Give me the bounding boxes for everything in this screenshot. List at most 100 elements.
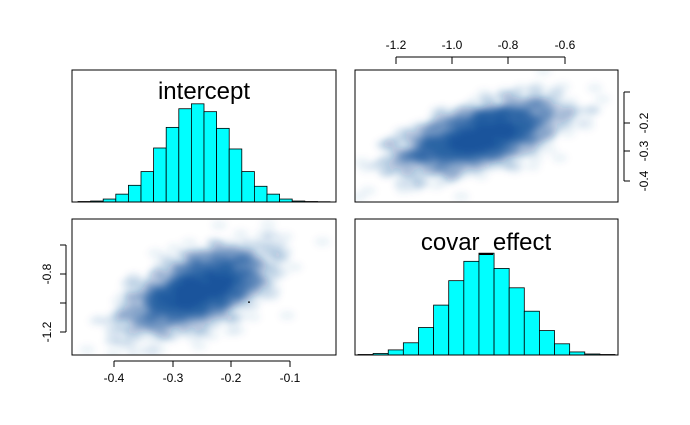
density-point <box>414 206 430 216</box>
density-point <box>134 312 151 323</box>
histogram-bar <box>478 252 495 356</box>
density-point <box>148 336 165 347</box>
density-point <box>486 134 503 144</box>
density-point <box>535 70 552 76</box>
axis-top-tick-label: -1.2 <box>386 38 407 52</box>
density-point <box>139 344 156 355</box>
histogram-bar <box>554 343 571 356</box>
density-point <box>521 121 538 132</box>
axis-right: -0.2 -0.3 -0.4 <box>623 91 651 191</box>
histogram-bar <box>115 193 129 203</box>
density-point <box>516 103 533 114</box>
density-point <box>279 310 296 321</box>
density-point <box>538 135 555 146</box>
histogram-bar <box>402 342 419 356</box>
density-point <box>314 236 331 247</box>
density-point <box>222 326 239 337</box>
density-point <box>453 166 470 177</box>
density-point <box>460 134 477 145</box>
density-point <box>127 346 144 355</box>
panel-frame-top-left <box>71 69 337 203</box>
density-scatter-top-right <box>319 70 611 216</box>
density-point <box>453 191 470 202</box>
density-point <box>232 228 249 239</box>
histogram-bar <box>418 327 434 356</box>
density-point <box>498 158 515 169</box>
histogram-bar <box>253 185 268 203</box>
density-point <box>213 295 230 306</box>
density-point <box>394 145 411 156</box>
density-point <box>229 249 246 260</box>
histogram-bar <box>203 111 218 203</box>
density-point <box>264 230 281 241</box>
density-point <box>245 258 262 269</box>
histogram-bar <box>127 184 142 203</box>
density-point <box>502 138 519 149</box>
axis-right-tick-label: -0.2 <box>637 112 651 133</box>
histogram-bar <box>433 304 450 356</box>
panel-frame-top-right <box>354 69 619 203</box>
axis-top-tick-label: -0.6 <box>555 38 576 52</box>
histogram-bar <box>463 260 480 356</box>
density-cloud <box>319 70 611 216</box>
panel-frame-bottom-left <box>71 218 337 356</box>
density-point <box>121 325 137 335</box>
axis-right-tick-label: -0.4 <box>637 170 651 191</box>
histogram-bar <box>266 193 281 203</box>
axis-right-tick-label: -0.3 <box>637 140 651 161</box>
density-point <box>428 180 445 191</box>
density-point <box>244 312 261 322</box>
density-point <box>232 258 249 269</box>
density-point <box>360 185 377 196</box>
density-point <box>105 348 122 355</box>
histogram-bar <box>140 171 155 203</box>
density-point <box>125 355 141 365</box>
density-point <box>191 340 208 351</box>
density-point <box>461 126 478 137</box>
histogram-bar <box>153 147 167 203</box>
density-point <box>126 272 143 283</box>
density-point <box>403 131 420 142</box>
panel-frame-bottom-right <box>354 218 619 356</box>
density-point <box>569 106 586 117</box>
density-point <box>211 220 228 231</box>
density-point <box>507 129 524 140</box>
axis-left: -0.8 -1.2 <box>40 244 67 342</box>
density-point <box>106 315 123 326</box>
density-point <box>103 324 120 335</box>
density-point <box>379 168 396 179</box>
density-point <box>477 110 494 121</box>
axis-top-tick-label: -0.8 <box>498 38 519 52</box>
density-point <box>442 156 459 167</box>
density-point <box>492 151 509 162</box>
density-point <box>476 88 493 99</box>
density-point <box>436 115 453 126</box>
density-point <box>206 238 223 248</box>
histogram-bar <box>241 171 255 203</box>
density-point <box>539 122 556 133</box>
panel-intercept-histogram: intercept <box>71 69 337 203</box>
histogram-intercept-bars <box>77 103 331 203</box>
density-point <box>450 115 467 126</box>
density-point <box>180 323 197 334</box>
histogram-bar <box>493 268 510 356</box>
density-point <box>251 273 268 284</box>
density-point <box>120 300 137 311</box>
density-point <box>192 302 209 313</box>
density-point <box>513 83 530 94</box>
axis-top-tick-label: -1.0 <box>442 38 463 52</box>
density-point <box>272 238 289 249</box>
density-point <box>156 304 173 314</box>
density-point <box>319 163 335 173</box>
density-point <box>213 258 230 269</box>
density-point <box>196 270 213 280</box>
density-point <box>422 167 439 178</box>
density-point <box>260 219 276 230</box>
density-point <box>79 344 96 355</box>
density-point <box>195 329 211 340</box>
density-point <box>406 172 422 183</box>
histogram-bar <box>448 280 465 356</box>
density-point <box>166 243 183 254</box>
density-point <box>286 262 303 273</box>
